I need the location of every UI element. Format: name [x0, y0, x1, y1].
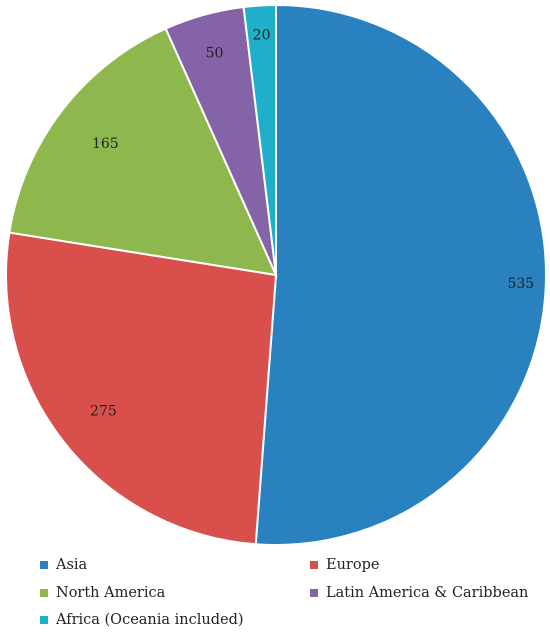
legend-item-africa: Africa (Oceania included) — [40, 609, 244, 631]
data-label-north-america: 165 — [92, 136, 119, 152]
legend-swatch-africa — [40, 616, 48, 624]
pie-slice-africa-oceania-included — [242, 3, 277, 276]
legend-item-north-america: North America — [40, 582, 165, 604]
legend-item-asia: Asia — [40, 554, 87, 576]
legend-swatch-europe — [310, 561, 318, 569]
data-label-europe: 275 — [90, 403, 117, 419]
legend-label-asia: Asia — [56, 557, 88, 573]
data-label-latin-america-caribbean: 50 — [206, 45, 224, 61]
pie-slice-europe — [5, 231, 278, 546]
data-label-asia: 535 — [507, 276, 534, 292]
legend-label-africa: Africa (Oceania included) — [56, 612, 244, 628]
legend-item-latin-america-caribbean: Latin America & Caribbean — [310, 582, 528, 604]
data-label-africa-oceania-included: 20 — [253, 27, 271, 43]
legend-swatch-asia — [40, 561, 48, 569]
pie-slice-north-america — [8, 27, 278, 277]
pie-plot-area: 535 275 165 50 20 — [5, 3, 547, 546]
legend-label-latin-america-caribbean: Latin America & Caribbean — [326, 585, 529, 601]
legend-label-north-america: North America — [56, 585, 166, 601]
legend-swatch-latin-america-caribbean — [310, 589, 318, 597]
legend-label-europe: Europe — [326, 557, 380, 573]
legend-swatch-north-america — [40, 589, 48, 597]
legend: Asia Europe North America Latin America … — [0, 551, 550, 636]
legend-item-europe: Europe — [310, 554, 379, 576]
pie-slice-asia — [254, 3, 547, 546]
